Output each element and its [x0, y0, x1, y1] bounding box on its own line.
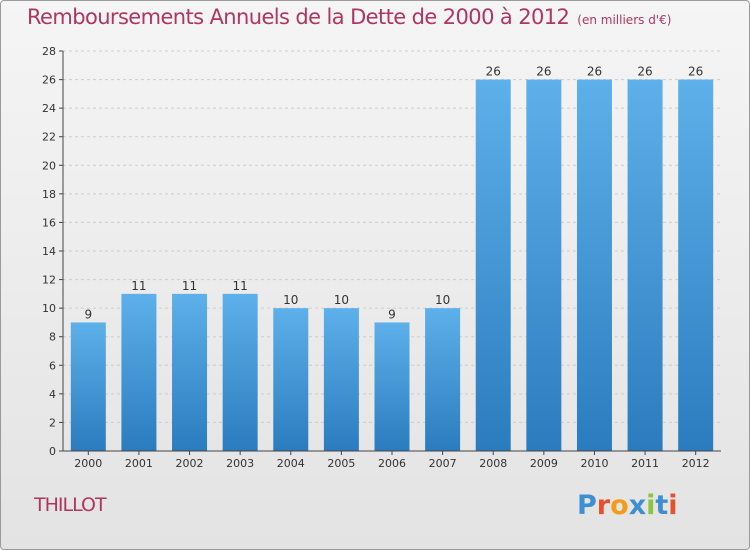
- x-tick-label: 2006: [378, 457, 406, 470]
- bar-2012: [678, 79, 714, 452]
- chart-title: Remboursements Annuels de la Dette de 20…: [27, 5, 671, 29]
- bar-2003: [222, 293, 258, 451]
- bar-2006: [374, 322, 410, 451]
- data-label: 26: [637, 65, 652, 79]
- data-label: 9: [84, 307, 92, 321]
- chart-title-text: Remboursements Annuels de la Dette de 20…: [27, 5, 570, 29]
- x-tick-label: 2003: [226, 457, 254, 470]
- x-tick-label: 2002: [176, 457, 204, 470]
- x-tick-label: 2009: [530, 457, 558, 470]
- x-tick-label: 2012: [682, 457, 710, 470]
- y-tick-label: 10: [42, 302, 56, 315]
- data-label: 11: [182, 279, 197, 293]
- bar-2004: [273, 308, 309, 451]
- x-tick-label: 2004: [277, 457, 305, 470]
- y-tick-label: 26: [42, 74, 56, 87]
- y-tick-label: 24: [42, 102, 56, 115]
- y-tick-label: 14: [42, 245, 56, 258]
- bar-2005: [323, 308, 359, 451]
- data-label: 26: [688, 65, 703, 79]
- y-tick-label: 18: [42, 188, 56, 201]
- y-tick-label: 8: [49, 331, 56, 344]
- x-tick-label: 2007: [429, 457, 457, 470]
- data-label: 10: [334, 293, 349, 307]
- y-tick-label: 16: [42, 216, 56, 229]
- y-tick-label: 28: [42, 45, 56, 58]
- data-label: 9: [388, 307, 396, 321]
- bar-2001: [121, 293, 157, 451]
- bar-2008: [475, 79, 511, 452]
- chart-title-unit: (en milliers d'€): [577, 13, 672, 27]
- y-tick-label: 12: [42, 274, 56, 287]
- data-label: 10: [283, 293, 298, 307]
- y-tick-label: 0: [49, 445, 56, 458]
- data-label: 26: [536, 65, 551, 79]
- data-label: 11: [131, 279, 146, 293]
- data-label: 26: [486, 65, 501, 79]
- x-tick-label: 2005: [327, 457, 355, 470]
- data-label: 10: [435, 293, 450, 307]
- y-tick-label: 22: [42, 131, 56, 144]
- commune-name: THILLOT: [34, 494, 107, 516]
- y-tick-label: 6: [49, 359, 56, 372]
- x-tick-label: 2011: [631, 457, 659, 470]
- bar-2002: [172, 293, 208, 451]
- y-tick-label: 4: [49, 388, 56, 401]
- x-tick-label: 2000: [74, 457, 102, 470]
- bar-2000: [70, 322, 106, 451]
- data-label: 26: [587, 65, 602, 79]
- proxiti-logo: Proxiti: [577, 490, 678, 521]
- x-tick-label: 2010: [580, 457, 608, 470]
- bar-2011: [627, 79, 663, 452]
- x-tick-label: 2001: [125, 457, 153, 470]
- y-tick-label: 2: [49, 416, 56, 429]
- bar-2009: [526, 79, 562, 452]
- bar-2010: [576, 79, 612, 452]
- x-tick-label: 2008: [479, 457, 507, 470]
- data-label: 11: [233, 279, 248, 293]
- bar-2007: [425, 308, 461, 451]
- y-tick-label: 20: [42, 159, 56, 172]
